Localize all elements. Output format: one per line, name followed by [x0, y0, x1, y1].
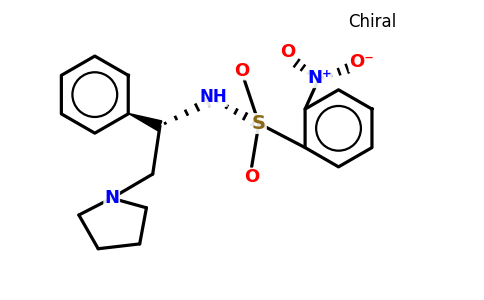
Text: O: O: [234, 61, 250, 80]
Text: N⁺: N⁺: [307, 69, 332, 87]
Text: S: S: [252, 114, 266, 133]
Text: O: O: [244, 169, 259, 187]
Polygon shape: [128, 113, 162, 131]
Text: O⁻: O⁻: [349, 53, 375, 71]
Text: NH: NH: [199, 88, 227, 106]
Text: N: N: [104, 189, 119, 207]
Text: O: O: [280, 43, 295, 61]
Text: Chiral: Chiral: [348, 14, 396, 32]
